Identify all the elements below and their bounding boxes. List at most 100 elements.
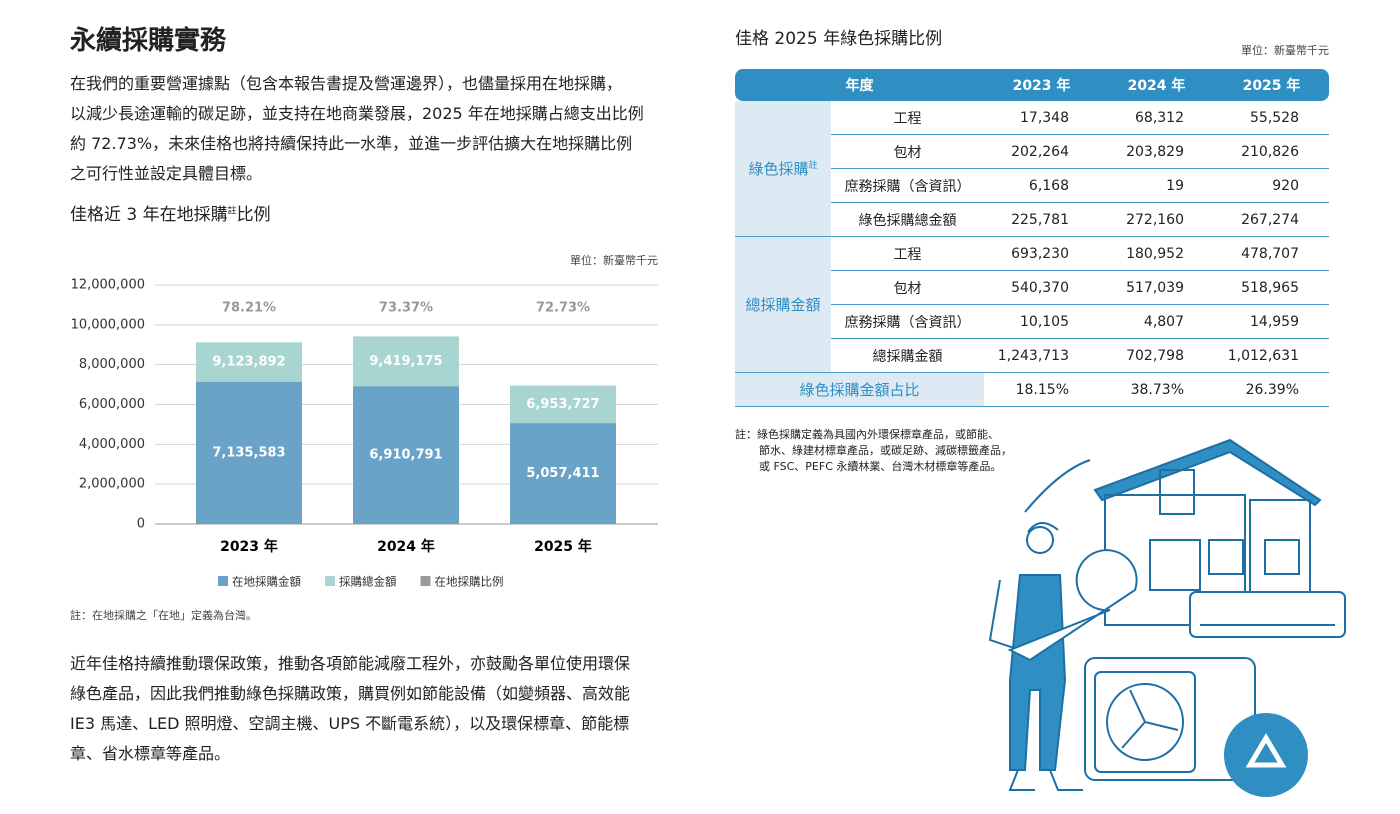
number-cell: 180,952: [1099, 236, 1214, 271]
number-cell: 68,312: [1099, 101, 1214, 135]
footer-row: 綠色採購金額占比 18.15% 38.73% 26.39%: [735, 372, 1329, 407]
y-tick-label: 0: [137, 517, 145, 532]
paragraph-line: IE3 馬達、LED 照明燈、空調主機、UPS 不斷電系統），以及環保標章、節能…: [70, 714, 630, 733]
item-cell: 庶務採購（含資訊）: [831, 168, 984, 203]
table-title: 佳格 2025 年綠色採購比例: [735, 29, 943, 49]
footnote-mark: 註: [808, 161, 818, 171]
row: 包材 540,370 517,039 518,965: [735, 270, 1329, 305]
number-cell: 517,039: [1099, 270, 1214, 305]
chart-title: 佳格近 3 年在地採購註比例: [70, 200, 271, 225]
bar-label: 7,135,583: [212, 445, 285, 460]
ratio-label: 78.21%: [222, 301, 276, 316]
bar-label: 5,057,411: [526, 466, 599, 481]
chart-title-text: 佳格近 3 年在地採購: [70, 205, 228, 225]
number-cell: 540,370: [984, 270, 1099, 305]
number-cell: 272,160: [1099, 202, 1214, 237]
footer-label: 綠色採購金額占比: [735, 372, 984, 407]
row: 庶務採購（含資訊） 6,168 19 920: [735, 168, 1329, 203]
bar-label: 6,953,727: [526, 397, 599, 412]
legend-swatch: [218, 576, 228, 586]
number-cell: 518,965: [1214, 270, 1329, 305]
y-tick-label: 2,000,000: [79, 477, 145, 492]
number-cell: 202,264: [984, 134, 1099, 169]
y-tick-label: 6,000,000: [79, 397, 145, 412]
item-cell: 庶務採購（含資訊）: [831, 304, 984, 339]
header-cell: 2025 年: [1214, 69, 1329, 101]
group-label: 綠色採購: [748, 160, 809, 178]
number-cell: 4,807: [1099, 304, 1214, 339]
table-note-line: 節水、綠建材標章產品，或碳足跡、減碳標籤產品，: [759, 444, 1012, 457]
legend-label: 採購總金額: [339, 575, 397, 589]
chart-title-end: 比例: [236, 205, 271, 225]
y-tick-label: 10,000,000: [71, 317, 145, 332]
y-tick-label: 8,000,000: [79, 357, 145, 372]
row: 包材 202,264 203,829 210,826: [735, 134, 1329, 169]
number-cell: 38.73%: [1099, 372, 1214, 407]
number-cell: 210,826: [1214, 134, 1329, 169]
item-cell: 包材: [831, 270, 984, 305]
number-cell: 1,243,713: [984, 338, 1099, 373]
item-cell: 包材: [831, 134, 984, 169]
number-cell: 10,105: [984, 304, 1099, 339]
paragraph-line: 以減少長途運輸的碳足跡，並支持在地商業發展，2025 年在地採購占總支出比例: [70, 104, 644, 123]
number-cell: 267,274: [1214, 202, 1329, 237]
number-cell: 6,168: [984, 168, 1099, 203]
paragraph-line: 之可行性並設定具體目標。: [70, 164, 263, 183]
header-cell: 2024 年: [1099, 69, 1214, 101]
row: 庶務採購（含資訊） 10,105 4,807 14,959: [735, 304, 1329, 339]
paragraph-line: 近年佳格持續推動環保政策，推動各項節能減廢工程外，亦鼓勵各單位使用環保: [70, 654, 631, 673]
group-cell: 總採購金額: [735, 236, 831, 373]
number-cell: 1,012,631: [1214, 338, 1329, 373]
bar-label: 9,123,892: [212, 355, 285, 370]
number-cell: 18.15%: [984, 372, 1099, 407]
number-cell: 478,707: [1214, 236, 1329, 271]
table-note-line: 註：綠色採購定義為具國內外環保標章產品，或節能、: [735, 428, 999, 441]
legend-label: 在地採購金額: [232, 575, 301, 589]
item-cell: 綠色採購總金額: [831, 202, 984, 237]
number-cell: 14,959: [1214, 304, 1329, 339]
bar-label: 6,910,791: [369, 448, 442, 463]
header-cell: 年度: [735, 69, 984, 101]
header-cell: 2023 年: [984, 69, 1099, 101]
chart-note: 註：在地採購之「在地」定義為台灣。: [70, 609, 257, 622]
number-cell: 693,230: [984, 236, 1099, 271]
number-cell: 920: [1214, 168, 1329, 203]
bar: [196, 381, 302, 524]
group-cell: 綠色採購註: [735, 101, 831, 237]
table: 年度 2023 年 2024 年 2025 年綠色採購註 工程 17,348 68,312 5…: [735, 69, 1329, 407]
item-cell: 工程: [831, 101, 984, 135]
number-cell: 225,781: [984, 202, 1099, 237]
illustration: [988, 438, 1346, 797]
x-tick-label: 2023 年: [220, 538, 278, 555]
y-tick-label: 4,000,000: [79, 437, 145, 452]
x-tick-label: 2025 年: [534, 538, 592, 555]
paragraph-line: 綠色產品，因此我們推動綠色採購政策，購買例如節能設備（如變頻器、高效能: [70, 684, 631, 703]
item-cell: 總採購金額: [831, 338, 984, 373]
number-cell: 19: [1099, 168, 1214, 203]
ratio-label: 72.73%: [536, 301, 590, 316]
legend-swatch: [420, 576, 431, 586]
group-label: 總採購金額: [745, 296, 821, 314]
paragraph-line: 約 72.73%，未來佳格也將持續保持此一水準，並進一步評估擴大在地採購比例: [70, 134, 633, 153]
bar-label: 9,419,175: [369, 354, 442, 369]
number-cell: 17,348: [984, 101, 1099, 135]
paragraph-line: 章、省水標章等產品。: [70, 744, 231, 763]
item-cell: 工程: [831, 236, 984, 271]
number-cell: 26.39%: [1214, 372, 1329, 407]
legend-swatch: [325, 576, 335, 586]
header-row: 年度 2023 年 2024 年 2025 年: [735, 69, 1329, 101]
chart-unit: 單位：新臺幣千元: [570, 254, 658, 267]
number-cell: 55,528: [1214, 101, 1329, 135]
legend-label: 在地採購比例: [435, 575, 504, 589]
row: 總採購金額 1,243,713 702,798 1,012,631: [735, 338, 1329, 373]
footnote-mark: 註: [227, 206, 237, 217]
heading: 永續採購實務: [70, 26, 227, 56]
table-note-line: 或 FSC、PEFC 永續林業、台灣木材標章等產品。: [759, 460, 1002, 473]
y-tick-label: 12,000,000: [71, 278, 145, 293]
x-tick-label: 2024 年: [377, 538, 435, 555]
row: 總採購金額 工程 693,230 180,952 478,707: [735, 236, 1329, 373]
paragraph-line: 在我們的重要營運據點（包含本報告書提及營運邊界），也儘量採用在地採購，: [70, 74, 623, 93]
ratio-label: 73.37%: [379, 301, 433, 316]
